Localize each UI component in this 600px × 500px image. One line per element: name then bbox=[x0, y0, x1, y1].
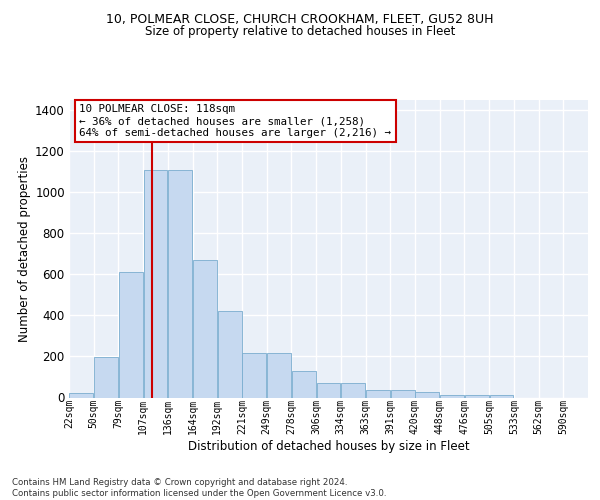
Y-axis label: Number of detached properties: Number of detached properties bbox=[18, 156, 31, 342]
Bar bbox=[70, 394, 94, 398]
Text: 10, POLMEAR CLOSE, CHURCH CROOKHAM, FLEET, GU52 8UH: 10, POLMEAR CLOSE, CHURCH CROOKHAM, FLEE… bbox=[106, 12, 494, 26]
X-axis label: Distribution of detached houses by size in Fleet: Distribution of detached houses by size … bbox=[188, 440, 469, 452]
Text: Contains HM Land Registry data © Crown copyright and database right 2024.
Contai: Contains HM Land Registry data © Crown c… bbox=[12, 478, 386, 498]
Bar bbox=[317, 382, 340, 398]
Text: Size of property relative to detached houses in Fleet: Size of property relative to detached ho… bbox=[145, 25, 455, 38]
Bar bbox=[193, 260, 217, 398]
Bar bbox=[366, 390, 390, 398]
Bar bbox=[143, 170, 167, 398]
Bar bbox=[168, 170, 192, 398]
Bar bbox=[440, 395, 464, 398]
Bar bbox=[415, 392, 439, 398]
Text: 10 POLMEAR CLOSE: 118sqm
← 36% of detached houses are smaller (1,258)
64% of sem: 10 POLMEAR CLOSE: 118sqm ← 36% of detach… bbox=[79, 104, 391, 138]
Bar bbox=[242, 354, 266, 398]
Bar bbox=[94, 358, 118, 398]
Bar bbox=[465, 395, 489, 398]
Bar bbox=[391, 390, 415, 398]
Bar bbox=[292, 371, 316, 398]
Bar bbox=[490, 396, 514, 398]
Bar bbox=[341, 382, 365, 398]
Bar bbox=[119, 272, 143, 398]
Bar bbox=[218, 312, 242, 398]
Bar bbox=[267, 354, 291, 398]
